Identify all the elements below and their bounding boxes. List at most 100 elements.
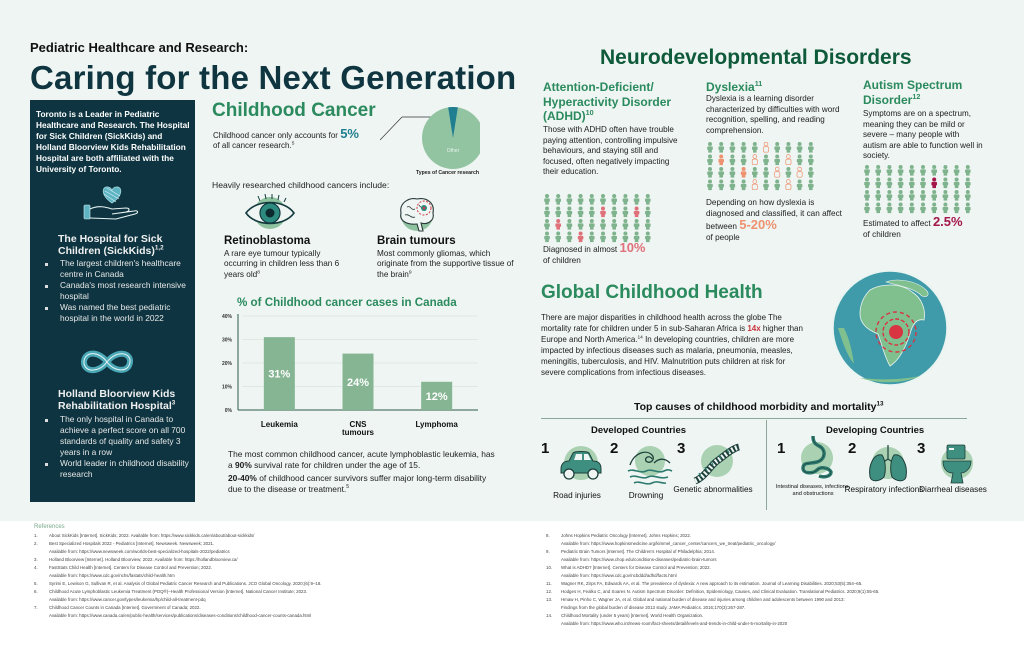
autism-people-grid <box>864 165 971 214</box>
person-icon <box>965 202 971 214</box>
person-icon <box>622 219 629 230</box>
person-icon <box>600 219 606 230</box>
person-icon <box>886 165 893 176</box>
reference-item: Available from: https://www.who.int/news… <box>561 621 788 626</box>
sickkids-fact: Canada's most research intensive hospita… <box>44 280 194 302</box>
bar-data-label: 31% <box>268 369 290 381</box>
person-icon <box>633 231 640 243</box>
cause-intestinal-diseases: 1 Intestinal diseases, infections, and o… <box>776 435 850 510</box>
person-icon <box>875 190 881 201</box>
autism-stat: Estimated to affect 2.5% of children <box>863 214 963 239</box>
reference-item: Available from: https://www.hopkinsmedic… <box>561 541 776 546</box>
reference-item: Available from: https://www.chop.edu/con… <box>561 557 717 562</box>
person-icon <box>808 167 814 178</box>
person-icon <box>600 206 606 218</box>
person-icon <box>774 166 781 178</box>
divider <box>541 418 967 419</box>
person-icon <box>965 165 971 176</box>
person-icon <box>600 231 606 243</box>
person-icon <box>718 154 724 166</box>
references-list-right: 8. Johns Hopkins Pediatric Oncology [Inte… <box>546 532 879 628</box>
car-icon <box>560 446 602 480</box>
person-icon <box>544 219 550 230</box>
person-icon <box>942 177 949 189</box>
reference-item: Available from: https://www.newsweek.com… <box>49 549 230 554</box>
person-icon <box>633 219 640 230</box>
person-icon <box>763 179 769 191</box>
dyslexia-heading: Dyslexia11 <box>706 79 763 94</box>
person-icon <box>577 231 584 243</box>
toronto-hospitals-panel: Toronto is a Leader in Pediatric Healthc… <box>30 100 195 502</box>
person-icon <box>751 179 758 191</box>
person-icon <box>796 179 803 191</box>
person-icon <box>886 202 893 214</box>
person-icon <box>707 154 713 166</box>
infographic-poster: Pediatric Healthcare and Research: Carin… <box>0 0 1024 521</box>
person-icon <box>931 177 937 189</box>
person-icon <box>740 154 747 166</box>
person-icon <box>931 202 937 214</box>
dyslexia-stat: Depending on how dyslexia is diagnosed a… <box>706 198 842 242</box>
global-health-title: Global Childhood Health <box>541 282 763 303</box>
dyslexia-desc: Dyslexia is a learning disorder characte… <box>706 94 840 135</box>
person-icon <box>953 177 960 189</box>
person-icon <box>707 142 713 153</box>
person-icon <box>751 154 758 166</box>
person-icon <box>785 154 792 166</box>
person-icon <box>589 219 595 230</box>
waves-icon <box>627 446 673 485</box>
reference-item: 9. Pediatric Brain Tumors [Internet]. The… <box>546 549 716 554</box>
person-icon <box>752 142 758 153</box>
globe-africa-icon <box>832 270 948 386</box>
x-category-label: Leukemia <box>261 420 298 429</box>
infinity-logo-icon <box>81 350 133 374</box>
person-icon <box>611 231 617 243</box>
reference-item: 3. Holland Bloorview [Internet]. Holland … <box>34 557 238 562</box>
lungs-icon <box>869 445 907 482</box>
reference-item: Available from: https://www.cancer.gov/t… <box>49 597 206 602</box>
references-heading: References <box>34 524 65 530</box>
person-icon <box>600 194 606 205</box>
person-icon <box>897 177 904 189</box>
person-icon <box>785 142 792 153</box>
dna-icon <box>693 443 741 485</box>
reference-item: 12. Hodges H, Fealko C, and Soares N. Aut… <box>546 589 880 594</box>
person-icon <box>808 142 814 153</box>
poster-title: Caring for the Next Generation <box>30 59 517 96</box>
pie-slice-childhood <box>448 107 458 138</box>
bar-data-label: 12% <box>426 391 448 403</box>
person-icon <box>544 194 550 205</box>
person-icon <box>920 165 926 176</box>
person-icon <box>740 142 747 153</box>
holland-heading: Holland Bloorview Kids Rehabilitation Ho… <box>58 388 176 412</box>
brain-tumours-desc: Most commonly gliomas, which originate f… <box>377 249 514 279</box>
person-icon <box>763 154 769 166</box>
person-icon <box>875 202 881 214</box>
reference-item: 2. Best Specialized Hospitals 2022 - Pedi… <box>34 541 215 546</box>
person-icon <box>611 194 617 205</box>
neuro-title: Neurodevelopmental Disorders <box>600 46 912 69</box>
person-icon <box>555 219 561 230</box>
reference-item: Available from: https://www.cdc.gov/nchs… <box>49 573 175 578</box>
person-icon <box>953 165 960 176</box>
sickkids-fact: The largest children's healthcare centre… <box>44 258 194 280</box>
pie-label-other: Other <box>447 148 460 154</box>
person-icon <box>611 219 617 230</box>
person-icon <box>622 206 629 218</box>
person-icon <box>953 202 960 214</box>
autism-heading: Autism Spectrum Disorder12 <box>863 78 963 107</box>
adhd-heading: Attention-Deficient/ Hyperactivity Disor… <box>543 80 672 123</box>
developing-countries-heading: Developing Countries <box>826 425 925 436</box>
x-category-label: CNS <box>350 420 368 429</box>
person-icon <box>729 167 736 178</box>
holland-fact: The only hospital in Canada to achieve a… <box>44 414 194 458</box>
global-health-desc: There are major disparities in childhood… <box>541 313 803 377</box>
person-icon <box>886 177 893 189</box>
person-icon <box>707 167 713 178</box>
person-icon <box>774 179 780 191</box>
pie-leader-line <box>380 116 403 141</box>
person-icon <box>897 202 904 214</box>
childhood-cancer-title: Childhood Cancer <box>212 100 376 121</box>
cancer-research-pct: 5% <box>340 126 359 141</box>
